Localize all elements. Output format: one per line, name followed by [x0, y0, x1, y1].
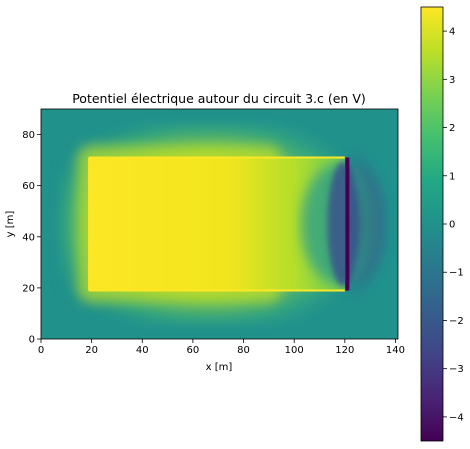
- y-axis: 0 20 40 60 80: [22, 130, 41, 345]
- x-axis: 0 20 40 60 80 100 120 140: [38, 339, 405, 356]
- colorbar-tick-label: −3: [449, 364, 464, 375]
- chart-title: Potentiel électrique autour du circuit 3…: [72, 91, 366, 106]
- colorbar-tick-label: −1: [449, 268, 464, 279]
- colorbar-tick-label: −2: [449, 316, 464, 327]
- x-tick-label: 60: [187, 345, 200, 356]
- colorbar-tick-label: 1: [449, 171, 455, 182]
- x-axis-label: x [m]: [206, 362, 233, 373]
- x-tick-label: 40: [136, 345, 149, 356]
- x-tick-label: 100: [285, 345, 304, 356]
- colorbar-tick-label: 0: [449, 220, 455, 231]
- y-axis-label: y [m]: [5, 211, 16, 238]
- y-tick-label: 40: [22, 232, 35, 243]
- colorbar-gradient: [421, 7, 443, 441]
- x-tick-label: 0: [38, 345, 44, 356]
- x-tick-label: 120: [335, 345, 354, 356]
- colorbar-tick-label: 4: [449, 27, 455, 38]
- y-tick-label: 0: [29, 335, 35, 346]
- colorbar-tick-label: 3: [449, 75, 455, 86]
- y-tick-label: 60: [22, 181, 35, 192]
- heatmap-area: [41, 109, 398, 339]
- x-tick-label: 140: [386, 345, 405, 356]
- colorbar-tick-label: 2: [449, 123, 455, 134]
- low-potential-bar: [345, 158, 349, 291]
- colorbar-tick-label: −4: [449, 412, 464, 423]
- colorbar: 4 3 2 1 0 −1 −2 −3 −4: [421, 7, 464, 441]
- y-tick-label: 20: [22, 283, 35, 294]
- y-tick-label: 80: [22, 130, 35, 141]
- x-tick-label: 80: [237, 345, 250, 356]
- x-tick-label: 20: [85, 345, 98, 356]
